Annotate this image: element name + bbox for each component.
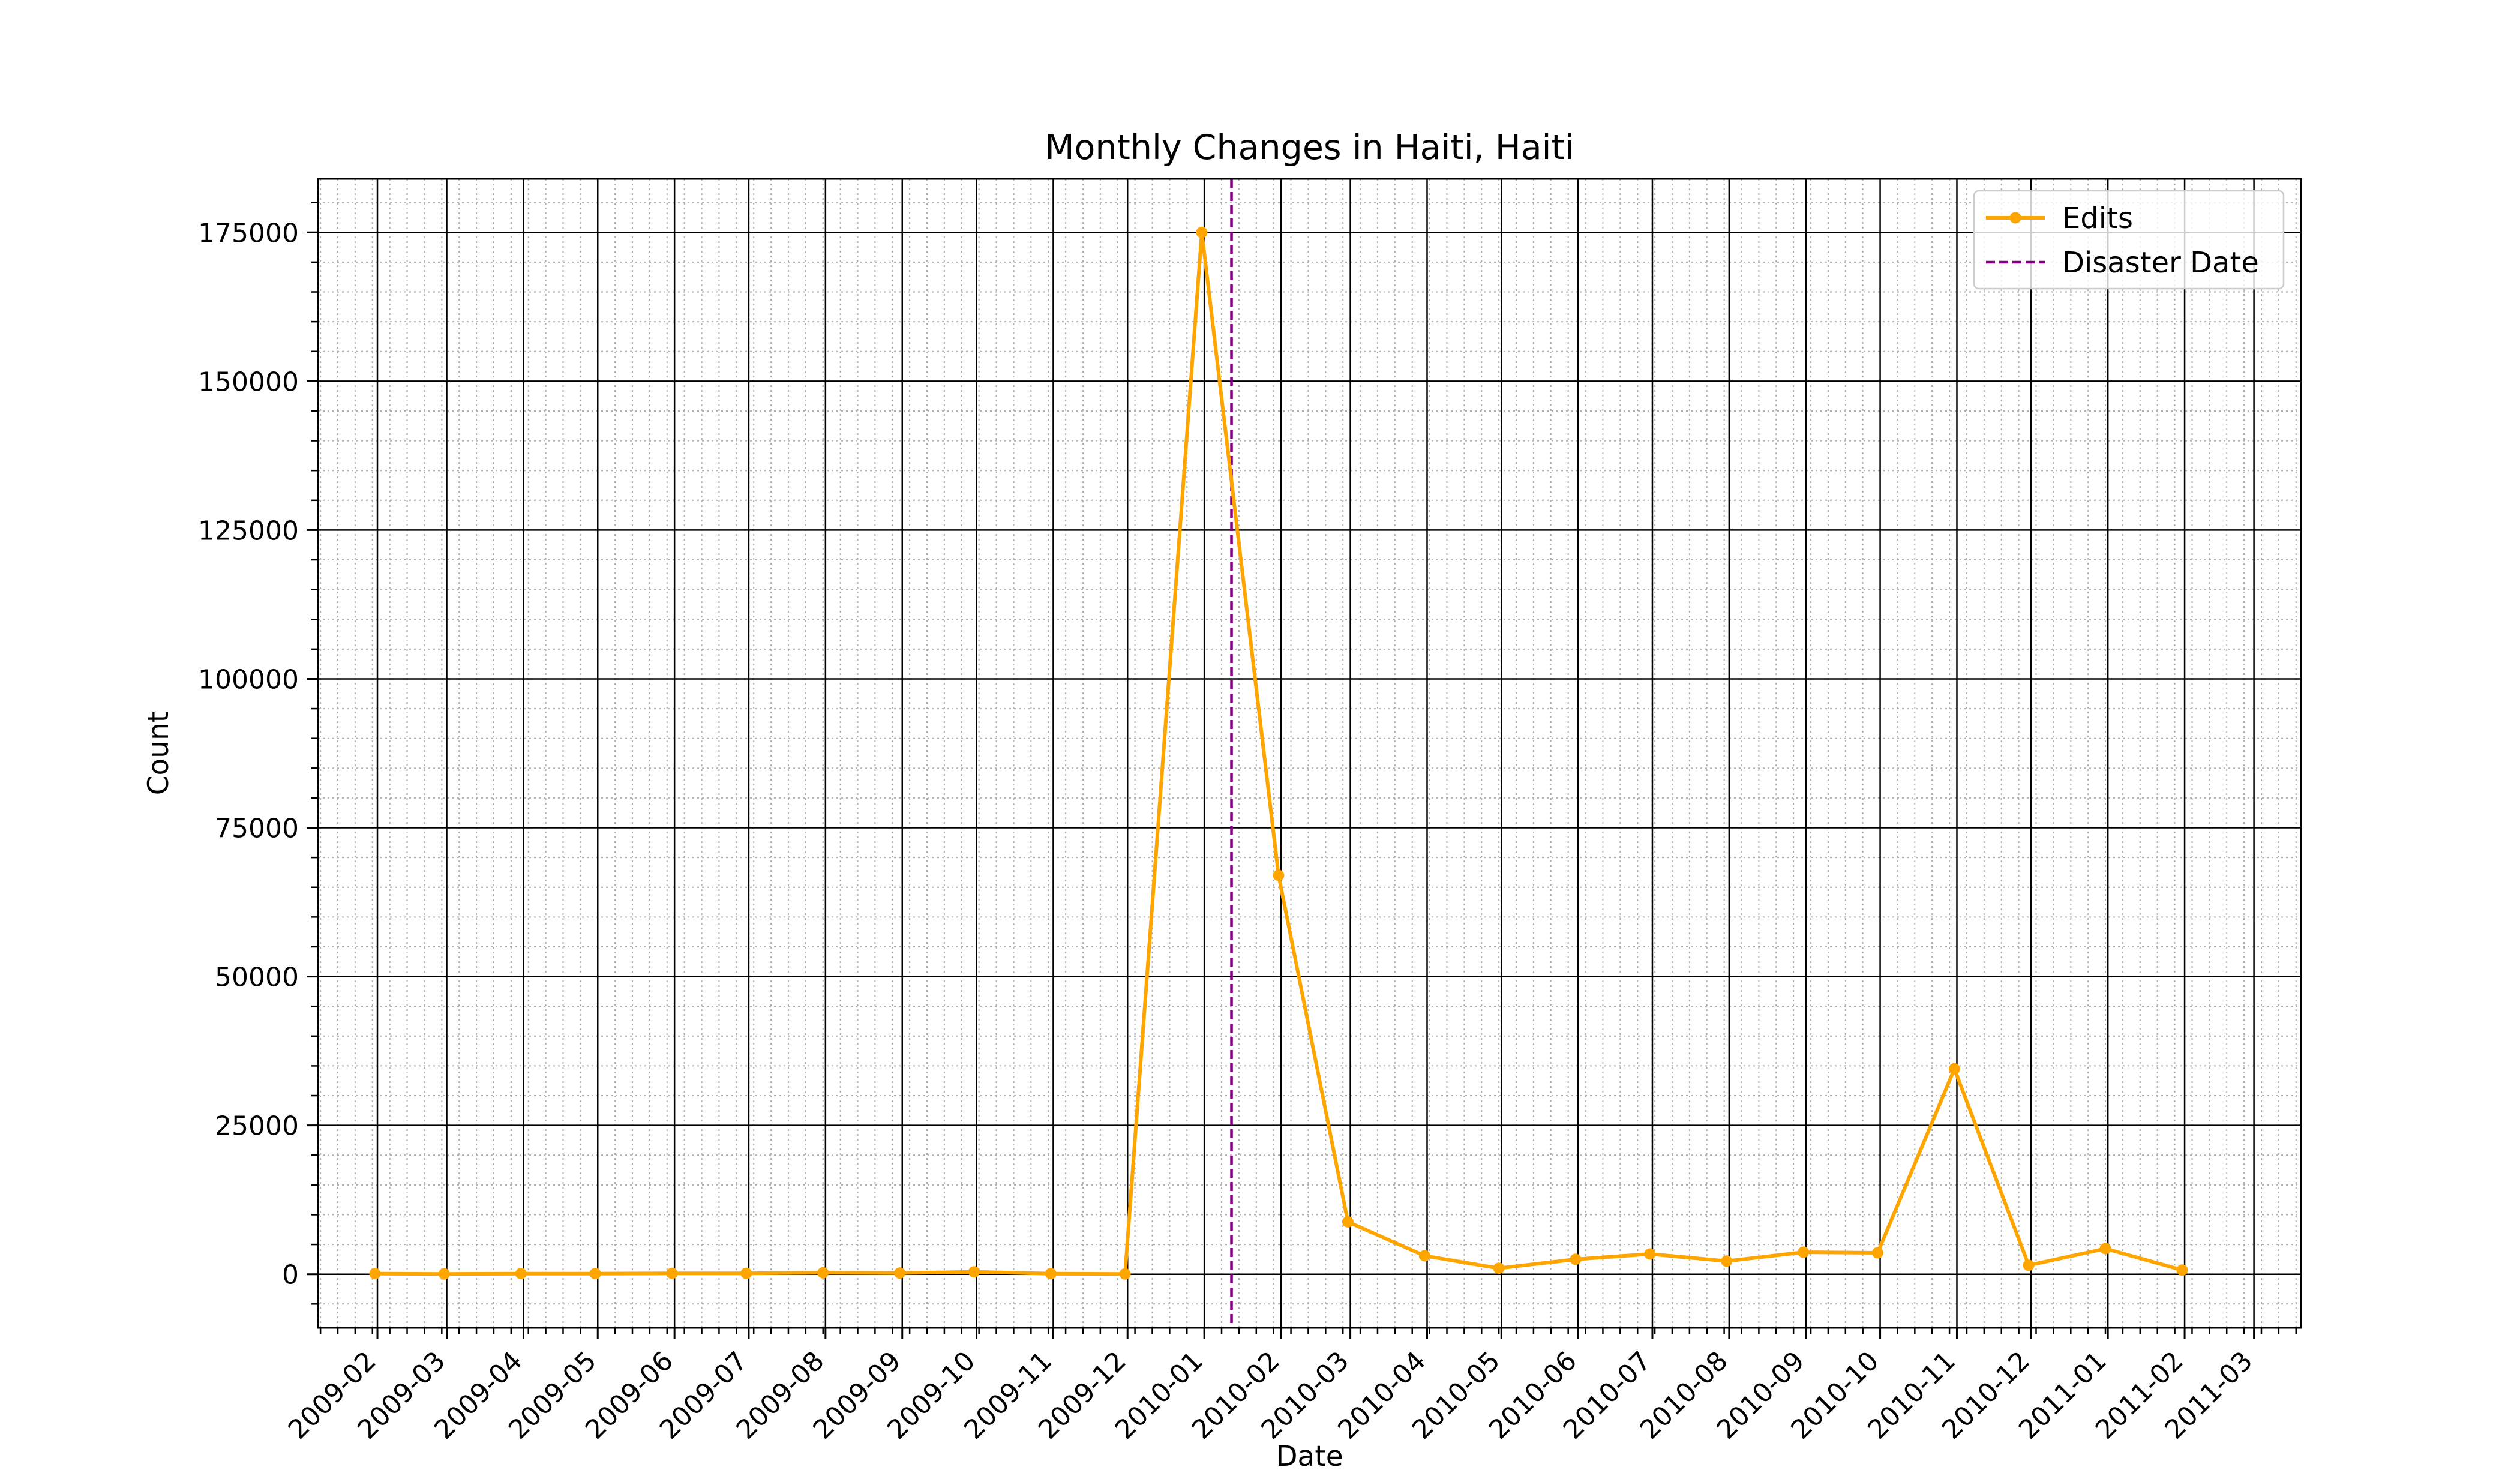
edits-point [1418, 1250, 1430, 1262]
y-tick-labels: 0 25000 50000 75000 100000 125000 150000 175000 [198, 218, 299, 1290]
edits-point [968, 1266, 980, 1278]
legend-disaster-label: Disaster Date [2062, 246, 2259, 280]
edits-point [817, 1267, 829, 1279]
major-grid [318, 179, 2301, 1328]
y-axis-label: Count [142, 712, 175, 796]
edits-point [1045, 1268, 1057, 1280]
edits-point [666, 1267, 678, 1279]
x-axis-label: Date [1276, 1440, 1343, 1470]
edits-point [515, 1268, 527, 1280]
y-tick-label: 0 [282, 1260, 299, 1291]
legend-edits-marker [2009, 212, 2021, 224]
legend-edits-label: Edits [2062, 202, 2133, 235]
edits-point [2099, 1243, 2111, 1255]
y-tick-label: 125000 [198, 515, 299, 546]
edits-point [1871, 1247, 1883, 1259]
y-tick-label: 50000 [215, 962, 299, 993]
edits-point [1119, 1268, 1131, 1280]
edits-point [1273, 869, 1285, 881]
chart-title: Monthly Changes in Haiti, Haiti [1045, 128, 1574, 167]
y-tick-label: 25000 [215, 1111, 299, 1142]
edits-point [1798, 1246, 1810, 1258]
edits-point [894, 1267, 906, 1279]
y-tick-label: 175000 [198, 218, 299, 248]
y-tick-label: 150000 [198, 367, 299, 397]
legend-box [1973, 190, 2285, 290]
edits-point [438, 1268, 450, 1280]
edits-point [1342, 1216, 1354, 1228]
edits-point [1570, 1253, 1582, 1265]
edits-point [2023, 1259, 2035, 1271]
edits-point [2176, 1264, 2188, 1276]
y-tick-label: 100000 [198, 664, 299, 695]
plot-area [317, 178, 2302, 1329]
edits-point [740, 1267, 752, 1279]
axis-ticks [307, 202, 2297, 1339]
edits-point [1493, 1262, 1505, 1274]
series-layer [369, 226, 2188, 1280]
edits-point [1948, 1063, 1960, 1075]
legend: Edits Disaster Date [1973, 190, 2285, 290]
edits-point [1196, 226, 1208, 238]
edits-point [1644, 1248, 1656, 1260]
edits-point [1721, 1255, 1733, 1267]
edits-point [589, 1268, 601, 1280]
edits-point [369, 1268, 381, 1280]
y-tick-label: 75000 [215, 814, 299, 844]
